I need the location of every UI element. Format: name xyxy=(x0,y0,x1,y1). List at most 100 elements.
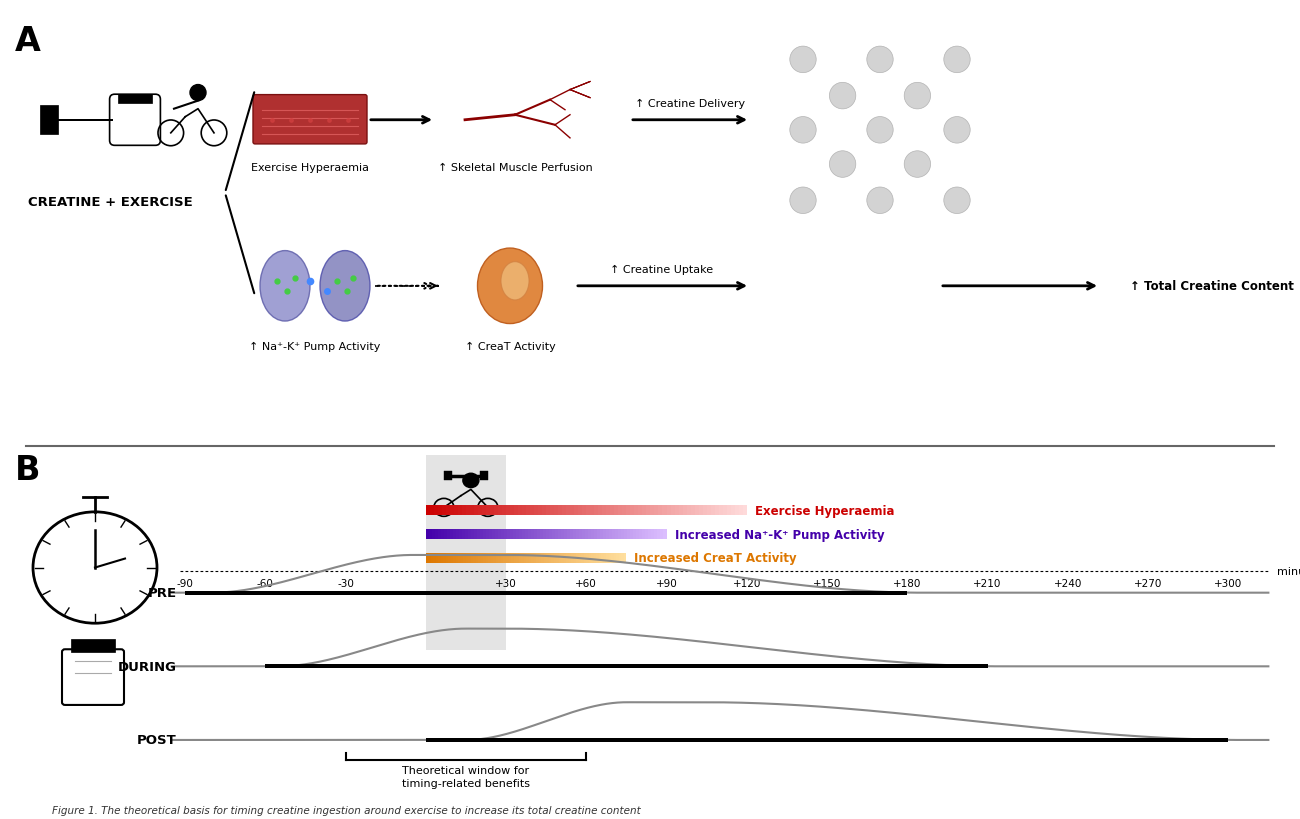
Text: ↑ Na⁺-K⁺ Pump Activity: ↑ Na⁺-K⁺ Pump Activity xyxy=(250,342,381,352)
Bar xyxy=(603,529,606,540)
Bar xyxy=(649,529,651,540)
FancyBboxPatch shape xyxy=(254,96,367,145)
Bar xyxy=(711,505,715,516)
Bar xyxy=(590,505,594,516)
Bar xyxy=(592,553,594,563)
Bar xyxy=(471,553,473,563)
Bar xyxy=(482,505,486,516)
Bar xyxy=(468,529,471,540)
Bar xyxy=(624,529,628,540)
Bar xyxy=(615,505,619,516)
Bar xyxy=(514,529,516,540)
Text: CREATINE + EXERCISE: CREATINE + EXERCISE xyxy=(27,196,192,209)
Bar xyxy=(486,553,489,563)
Bar xyxy=(715,505,719,516)
Bar xyxy=(438,529,441,540)
Bar xyxy=(585,529,589,540)
Bar xyxy=(554,505,558,516)
Bar xyxy=(650,505,654,516)
Circle shape xyxy=(790,188,816,215)
Bar xyxy=(454,553,456,563)
Bar xyxy=(468,553,471,563)
Bar xyxy=(575,505,578,516)
Bar xyxy=(616,553,619,563)
Bar xyxy=(589,529,592,540)
Bar xyxy=(601,529,603,540)
Bar xyxy=(541,553,543,563)
Text: Exercise Hyperaemia: Exercise Hyperaemia xyxy=(251,163,369,173)
Bar xyxy=(586,553,589,563)
Bar xyxy=(623,505,627,516)
Bar xyxy=(612,529,615,540)
Bar xyxy=(458,505,461,516)
Bar xyxy=(473,553,476,563)
Text: +240: +240 xyxy=(1053,578,1082,589)
Bar xyxy=(536,553,538,563)
Bar xyxy=(567,529,571,540)
Bar xyxy=(476,553,478,563)
Bar xyxy=(426,553,428,563)
Bar xyxy=(524,553,526,563)
Bar xyxy=(552,529,555,540)
Bar xyxy=(637,529,640,540)
Bar xyxy=(500,553,503,563)
Bar xyxy=(546,529,549,540)
Bar xyxy=(112,106,130,135)
Bar xyxy=(549,553,551,563)
Text: +60: +60 xyxy=(576,578,597,589)
Bar xyxy=(606,505,610,516)
Bar xyxy=(498,505,502,516)
Bar xyxy=(500,529,504,540)
Bar xyxy=(502,505,506,516)
FancyBboxPatch shape xyxy=(62,649,124,705)
Bar xyxy=(521,553,524,563)
Bar xyxy=(654,529,658,540)
Bar xyxy=(426,529,429,540)
Bar xyxy=(592,529,594,540)
Bar xyxy=(436,553,438,563)
Bar xyxy=(628,529,630,540)
Bar xyxy=(532,553,533,563)
Bar xyxy=(474,529,477,540)
Bar xyxy=(426,738,1228,742)
Bar xyxy=(608,553,611,563)
Bar xyxy=(597,529,601,540)
Bar xyxy=(555,529,558,540)
Bar xyxy=(486,505,490,516)
Circle shape xyxy=(190,85,205,102)
Bar xyxy=(495,529,498,540)
Circle shape xyxy=(867,188,893,215)
Bar xyxy=(494,553,497,563)
Bar xyxy=(451,553,454,563)
Bar xyxy=(523,529,525,540)
Bar xyxy=(651,529,654,540)
Bar xyxy=(546,553,549,563)
Bar xyxy=(546,505,550,516)
Bar xyxy=(597,553,599,563)
Bar xyxy=(534,529,537,540)
Bar xyxy=(578,505,582,516)
Bar xyxy=(443,472,452,481)
Bar xyxy=(594,553,597,563)
Bar xyxy=(606,529,610,540)
Bar xyxy=(491,529,495,540)
Text: +300: +300 xyxy=(1214,578,1243,589)
Bar xyxy=(551,553,554,563)
Text: DURING: DURING xyxy=(118,660,177,673)
Bar xyxy=(519,529,523,540)
Circle shape xyxy=(867,117,893,144)
Bar xyxy=(660,529,663,540)
Bar xyxy=(719,505,723,516)
Bar xyxy=(526,505,530,516)
Bar xyxy=(426,505,430,516)
Text: POST: POST xyxy=(138,734,177,747)
Circle shape xyxy=(867,47,893,74)
Text: ↑ Total Creatine Content: ↑ Total Creatine Content xyxy=(1130,280,1294,293)
Bar xyxy=(465,505,469,516)
Text: PRE: PRE xyxy=(148,586,177,600)
Bar xyxy=(456,529,459,540)
Bar xyxy=(497,553,498,563)
Bar xyxy=(564,553,567,563)
Text: Increased CreaT Activity: Increased CreaT Activity xyxy=(634,552,797,564)
Bar xyxy=(698,505,702,516)
